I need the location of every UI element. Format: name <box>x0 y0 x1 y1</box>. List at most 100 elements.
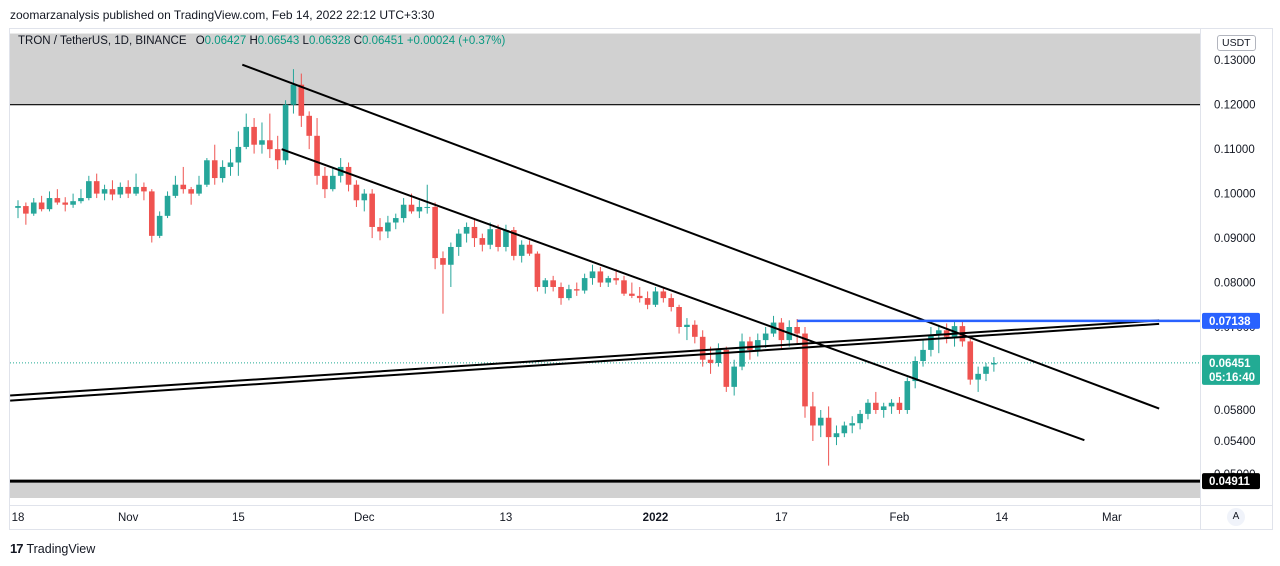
auto-scale-button[interactable]: A <box>1227 508 1245 526</box>
last-price-label-bg <box>1202 354 1260 385</box>
candle-36 <box>298 73 305 127</box>
tradingview-logo-icon: 17 <box>10 541 24 556</box>
candle-body <box>526 244 533 254</box>
candle-100 <box>802 327 808 418</box>
candle-49 <box>400 198 407 223</box>
candle-body <box>424 206 431 208</box>
candle-8 <box>78 189 84 204</box>
candle-body <box>148 191 155 236</box>
candle-body <box>644 298 651 305</box>
candle-body <box>164 195 171 216</box>
candle-body <box>581 278 588 291</box>
y-tick-label: 0.13000 <box>1214 55 1256 67</box>
candle-body <box>739 341 745 367</box>
candle-body <box>865 402 871 414</box>
candle-body <box>227 162 234 167</box>
candle-62 <box>503 224 509 252</box>
candle-115 <box>920 340 926 367</box>
candle-body <box>471 226 478 239</box>
x-tick-label: Feb <box>890 512 910 524</box>
candle-65 <box>526 240 533 256</box>
candle-body <box>723 349 730 387</box>
candle-23 <box>196 175 202 196</box>
candle-88 <box>707 346 714 374</box>
resistance-price-label-bg <box>1202 312 1260 329</box>
candle-18 <box>156 211 163 239</box>
candle-body <box>762 333 769 341</box>
y-tick-label: 0.09000 <box>1214 233 1256 245</box>
candle-body <box>542 280 549 287</box>
candle-112 <box>896 396 903 414</box>
candle-body <box>503 230 509 247</box>
candle-54 <box>440 251 446 314</box>
candle-body <box>605 278 612 283</box>
candle-body <box>408 204 415 212</box>
candle-64 <box>518 240 525 263</box>
candle-body <box>534 253 541 287</box>
candle-35 <box>290 69 297 114</box>
candle-61 <box>495 224 501 252</box>
candle-body <box>141 186 147 192</box>
candle-6 <box>62 197 69 212</box>
candle-body <box>636 295 643 299</box>
candle-109 <box>873 391 879 414</box>
candle-body <box>652 291 659 305</box>
plot-area <box>10 33 1200 498</box>
publisher-line: zoomarzanalysis published on TradingView… <box>10 8 435 22</box>
tradingview-brand: TradingView <box>26 541 96 556</box>
candle-81 <box>652 286 659 307</box>
candle-body <box>747 341 753 350</box>
candle-body <box>282 104 289 161</box>
candle-124 <box>991 357 997 372</box>
candle-body <box>188 189 194 194</box>
candle-body <box>30 202 37 214</box>
candle-12 <box>109 180 116 201</box>
candle-52 <box>424 184 431 214</box>
ohlc-legend: TRON / TetherUS, 1D, BINANCE O0.06427 H0… <box>18 35 505 47</box>
candle-body <box>692 324 698 337</box>
legend-open-label: O <box>195 35 205 47</box>
candle-body <box>78 198 84 202</box>
y-tick-label: 0.05400 <box>1214 436 1256 448</box>
tradingview-logo[interactable]: 17 TradingView <box>10 541 95 556</box>
candle-body <box>511 230 517 256</box>
candle-2 <box>30 198 37 216</box>
candle-68 <box>550 275 556 292</box>
legend-low-label: L <box>302 35 309 47</box>
x-tick-label: Dec <box>354 512 375 524</box>
x-tick-label: 13 <box>500 512 513 524</box>
candle-76 <box>613 269 619 285</box>
candle-body <box>463 226 470 234</box>
y-tick-label: 0.10000 <box>1214 189 1256 201</box>
last-price-label-text: 0.06451 <box>1209 358 1251 370</box>
candle-60 <box>487 222 493 250</box>
candle-body <box>23 206 29 214</box>
currency-button[interactable]: USDT <box>1217 35 1256 51</box>
legend-high-value: 0.06543 <box>257 35 300 47</box>
candle-37 <box>306 111 312 150</box>
candle-body <box>62 202 69 205</box>
candle-body <box>377 226 383 232</box>
candle-body <box>361 193 368 201</box>
candle-body <box>448 246 454 265</box>
candle-body <box>416 206 423 212</box>
candle-89 <box>715 343 722 367</box>
candle-43 <box>353 180 360 207</box>
candle-body <box>125 186 131 194</box>
candle-body <box>825 417 832 438</box>
resistance-price-label-text: 0.07138 <box>1209 316 1251 328</box>
candle-86 <box>692 320 698 344</box>
legend-high-label: H <box>249 35 258 47</box>
candle-body <box>93 181 100 194</box>
candle-102 <box>817 410 824 438</box>
candle-body <box>991 363 997 365</box>
last-price-label-text: 05:16:40 <box>1209 372 1255 384</box>
candle-body <box>660 291 667 299</box>
candle-90 <box>723 346 730 392</box>
candle-body <box>219 166 226 179</box>
candle-85 <box>684 318 690 341</box>
candle-114 <box>912 356 918 389</box>
candle-22 <box>188 186 194 205</box>
y-tick-label: 0.08000 <box>1214 278 1256 290</box>
